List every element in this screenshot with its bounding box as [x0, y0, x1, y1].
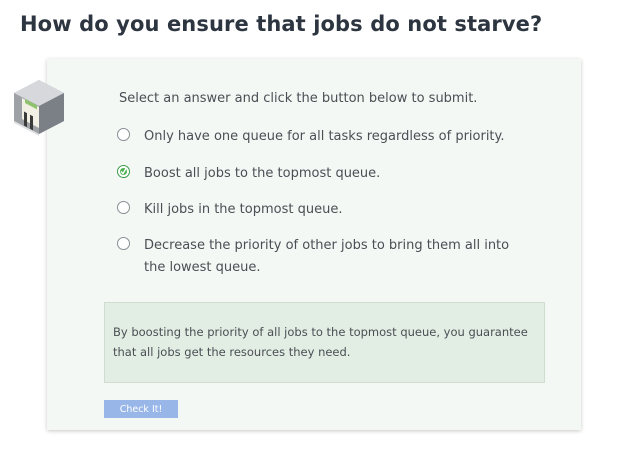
option-label: Kill jobs in the topmost queue. — [144, 202, 343, 217]
radio-button[interactable] — [117, 237, 130, 250]
radio-button-selected[interactable] — [117, 165, 130, 178]
option-label: Decrease the priority of other jobs to b… — [144, 238, 510, 275]
checkmark-icon — [120, 168, 127, 175]
check-it-button[interactable]: Check It! — [104, 400, 178, 418]
question-title: How do you ensure that jobs do not starv… — [20, 12, 543, 36]
option-label: Boost all jobs to the topmost queue. — [144, 166, 381, 181]
radio-button[interactable] — [117, 201, 130, 214]
feedback-text: By boosting the priority of all jobs to … — [113, 325, 528, 359]
option-label: Only have one queue for all tasks regard… — [144, 129, 505, 144]
feedback-box: By boosting the priority of all jobs to … — [104, 302, 545, 383]
instruction-text: Select an answer and click the button be… — [119, 91, 478, 106]
radio-button[interactable] — [117, 128, 130, 141]
quiz-cube-icon — [14, 80, 64, 136]
